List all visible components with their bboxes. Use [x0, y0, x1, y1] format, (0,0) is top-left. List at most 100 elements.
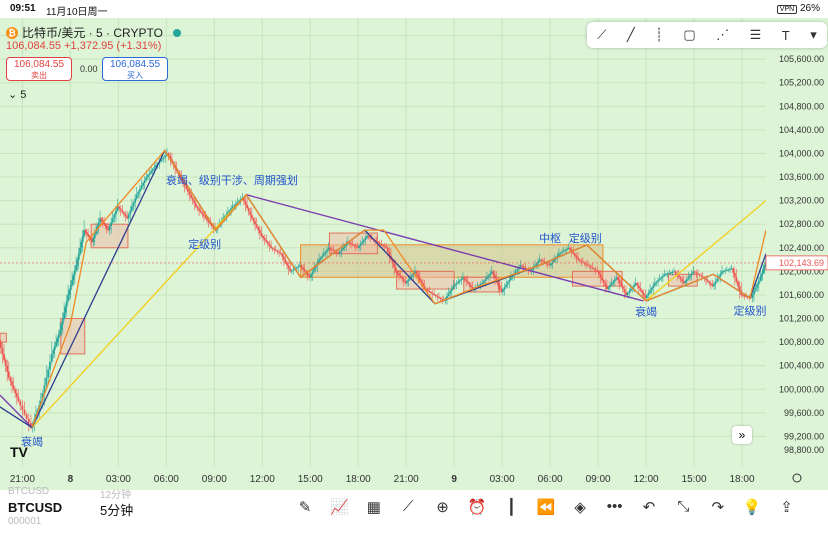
annotation-label: 衰竭: [21, 434, 43, 448]
candle-body: [637, 285, 640, 289]
candle-body: [607, 287, 610, 290]
idea-icon[interactable]: 💡: [742, 499, 762, 516]
quote-line: 106,084.55 +1,372.95 (+1.31%): [6, 40, 161, 52]
sell-label: 卖出: [31, 71, 47, 80]
price-change: +1,372.95 (+1.31%): [64, 40, 162, 52]
path-icon[interactable]: ⋰: [716, 27, 730, 42]
trend-line-icon[interactable]: ⟋: [597, 27, 607, 42]
status-right: VPN 26%: [776, 3, 820, 14]
candle-body: [129, 210, 132, 215]
candle-body: [589, 266, 592, 268]
fib-icon[interactable]: ☰: [749, 27, 762, 42]
chart-area[interactable]: 衰竭、级别干涉、周期强划 定级别 衰竭 中枢 定级别 衰竭 定级别 99,200.00 99,6…: [0, 18, 828, 490]
rectangle-icon[interactable]: ▢: [683, 27, 696, 42]
collapse-icon[interactable]: ⤡: [677, 498, 690, 515]
candle-body: [311, 271, 314, 275]
candle-body: [59, 330, 62, 335]
candle-body: [255, 224, 258, 228]
candle-body: [426, 290, 429, 292]
more-icon[interactable]: •••: [606, 498, 623, 515]
indicator-icon[interactable]: 📈: [330, 499, 349, 516]
candle-body: [484, 279, 487, 282]
replay-icon[interactable]: ⏪: [536, 499, 556, 516]
candle-body: [760, 274, 763, 278]
line-icon[interactable]: ╱: [626, 27, 635, 42]
candle-body: [698, 274, 701, 276]
candle-body: [265, 239, 268, 242]
buy-button[interactable]: 106,084.55 买入: [102, 57, 168, 81]
candle-icon[interactable]: ┃: [506, 499, 516, 516]
layers-icon[interactable]: ◈: [574, 499, 586, 516]
grid-icon[interactable]: ▦: [366, 499, 381, 516]
candle-body: [564, 249, 567, 251]
candle-body: [486, 277, 488, 280]
candle-body: [378, 242, 381, 244]
pen-icon[interactable]: ✎: [298, 499, 312, 516]
candle-body: [655, 281, 658, 284]
candle-body: [460, 278, 463, 281]
candle-body: [423, 286, 426, 290]
candle-body: [431, 292, 434, 294]
candle-body: [481, 283, 484, 285]
candle-body: [121, 210, 124, 213]
spread-value: 0.00: [80, 64, 98, 74]
y-tick-label: 102,000.00: [779, 266, 824, 276]
candle-body: [753, 291, 755, 295]
y-tick-label: 100,000.00: [779, 384, 824, 394]
candle-body: [519, 265, 522, 268]
candle-body: [105, 226, 108, 229]
candle-body: [274, 249, 277, 251]
strategy-icon[interactable]: ⟋: [402, 498, 414, 515]
x-tick-label: 8: [68, 474, 74, 485]
candle-body: [482, 281, 485, 284]
candle-body: [663, 274, 666, 276]
candle-body: [505, 284, 508, 288]
y-tick-label: 102,400.00: [779, 243, 824, 253]
candle-body: [447, 293, 450, 296]
candle-body: [558, 253, 560, 256]
candle-body: [653, 283, 656, 286]
candle-body: [89, 237, 92, 240]
candle-body: [164, 155, 167, 158]
candle-body: [494, 274, 496, 279]
text-icon[interactable]: T: [781, 27, 790, 43]
candle-body: [540, 259, 543, 261]
candle-body: [737, 281, 739, 287]
candle-body: [45, 377, 48, 386]
candle-body: [625, 292, 627, 295]
candle-body: [108, 226, 111, 231]
candle-body: [65, 300, 68, 307]
candle-body: [319, 257, 322, 260]
indicator-toggle[interactable]: ⌄ 5: [8, 88, 26, 101]
candle-body: [566, 248, 568, 250]
scroll-to-latest-button[interactable]: »: [732, 426, 752, 444]
y-tick-label: 100,800.00: [779, 337, 824, 347]
alarm-icon[interactable]: ⏰: [467, 499, 487, 516]
pivot-zone: [60, 318, 86, 355]
yellow-trend-line: [645, 200, 767, 302]
vertical-line-icon[interactable]: ┊: [655, 27, 663, 42]
candle-body: [658, 278, 661, 281]
candle-body: [366, 236, 368, 238]
share-icon[interactable]: ⇪: [780, 499, 793, 516]
sell-button[interactable]: 106,084.55 卖出: [6, 57, 72, 81]
candle-body: [569, 247, 572, 250]
add-icon[interactable]: ⊕: [436, 499, 449, 516]
candle-body: [49, 361, 51, 370]
candle-body: [100, 218, 103, 221]
candle-body: [61, 318, 64, 325]
candle-body: [295, 267, 298, 269]
symbol-header[interactable]: ₿ 比特币/美元 · 5 · CRYPTO: [6, 24, 181, 41]
candle-body: [463, 277, 466, 280]
undo-icon[interactable]: ↶: [642, 499, 656, 516]
candle-body: [617, 277, 619, 281]
candle-body: [700, 275, 703, 277]
redo-icon[interactable]: ↷: [711, 499, 725, 516]
candle-body: [257, 227, 260, 231]
interval-button[interactable]: 5分钟: [100, 503, 134, 518]
candle-body: [470, 285, 472, 288]
color-icon[interactable]: ▾: [810, 27, 817, 42]
symbol-button[interactable]: BTCUSD: [8, 500, 63, 515]
candle-body: [687, 277, 690, 280]
